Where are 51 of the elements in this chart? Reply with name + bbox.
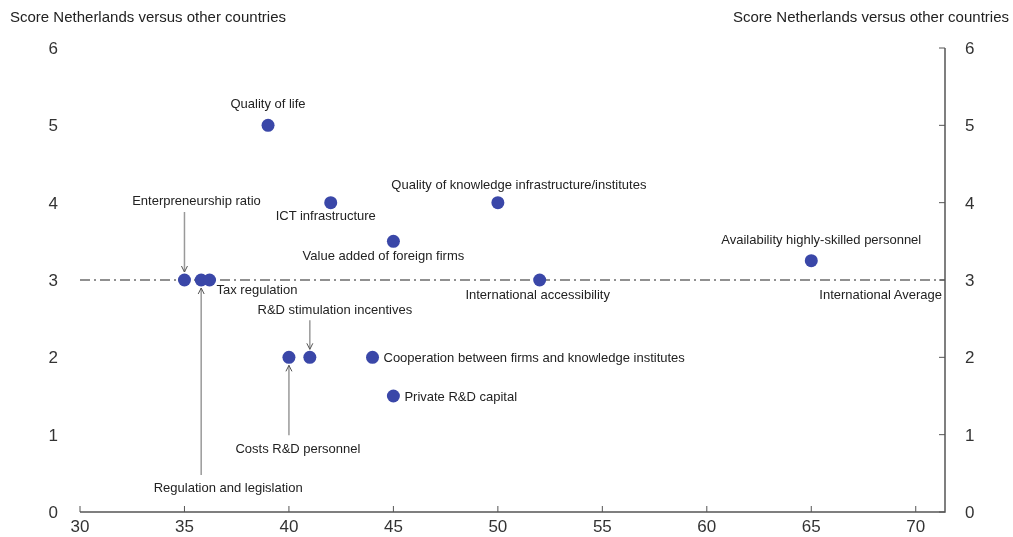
y2-tick-label: 6 [48,39,58,58]
point [366,350,380,364]
x-tick-label: 35 [175,517,194,536]
data-label: Cooperation between firms and knowledge institutes [383,350,686,366]
y-tick-label: 4 [965,193,975,213]
data-label: Quality of life [230,96,306,112]
data-label: Tax regulation [216,282,298,297]
point [203,273,217,287]
data-label: Availability highly-skilled personnel [721,231,922,247]
data-label: R&D stimulation incentives [257,302,413,318]
text: Score Netherlands versus other countries [733,8,1009,25]
y-tick-label: 0 [965,503,975,522]
data-label: ICT infrastructure [275,207,376,223]
x-tick-label: 45 [383,517,403,536]
ref-line-label: International Average [819,287,942,302]
x-tick-label: 60 [697,517,717,536]
x-tick-label: 70 [906,517,926,536]
point [261,118,275,132]
text: Score Netherlands versus other countries [10,8,286,25]
x-tick-label: 50 [488,517,508,536]
y-tick-label: 2 [965,348,975,368]
data-label: International accessibility [465,287,611,302]
x-tick-label: 40 [279,517,299,536]
data-label: Regulation and legislation [153,480,303,495]
y-tick-label: 5 [965,116,975,136]
data-label: Value added of foreign firms [302,248,465,264]
data-label: Private R&D capital [404,389,518,404]
data-label: Quality of knowledge infrastructure/institutes [391,176,647,192]
y2-tick-label: 4 [48,193,58,213]
y2-tick-label: 0 [48,503,58,522]
y-tick-label: 3 [965,271,975,290]
point [491,196,505,210]
point [386,234,400,248]
y2-tick-label: 5 [48,116,58,136]
data-label: Enterpreneurship ratio [132,193,261,208]
data-label: Costs R&D personnel [235,441,361,457]
y2-tick-label: 2 [48,348,58,368]
point [533,273,547,287]
y2-tick-label: 1 [48,425,58,445]
y-tick-label: 6 [965,39,975,58]
point [177,273,191,287]
point [282,350,296,364]
x-tick-label: 65 [801,517,821,536]
point [303,350,317,364]
point [324,196,338,210]
x-tick-label: 30 [70,517,90,536]
point [386,389,400,403]
x-tick-label: 55 [592,517,612,536]
y2-tick-label: 3 [48,271,58,290]
point [804,254,818,268]
y-tick-label: 1 [965,425,975,445]
